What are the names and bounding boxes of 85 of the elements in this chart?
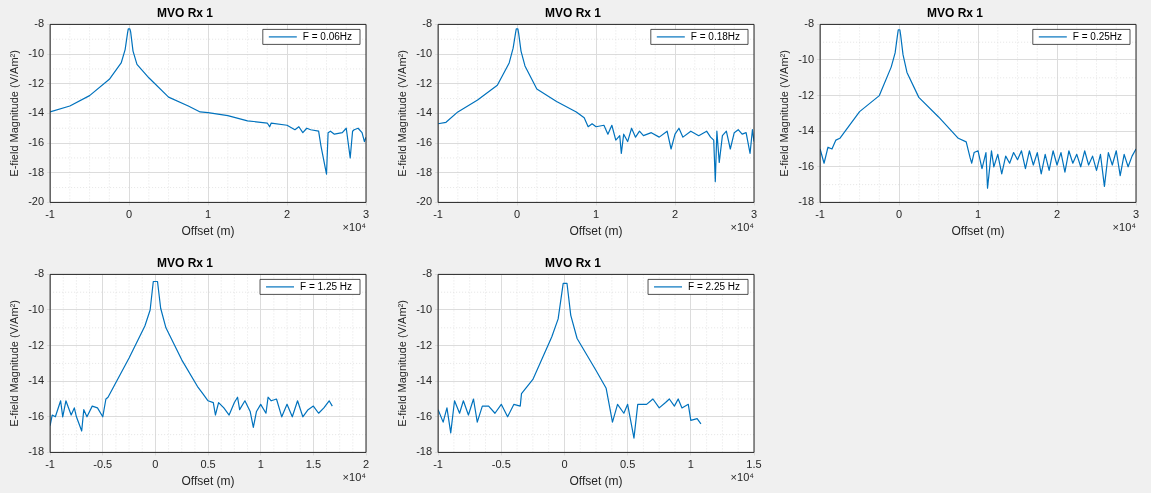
text: ×10⁴ <box>730 220 755 233</box>
y-tick-label: -16 <box>28 136 45 149</box>
legend-label: F = 2.25 Hz <box>688 281 740 293</box>
y-tick-label: -16 <box>416 136 433 149</box>
x-tick-label: 2 <box>671 208 679 221</box>
x-tick-label: 0 <box>896 208 903 221</box>
y-tick-label: -20 <box>28 195 45 208</box>
y-tick-label: -10 <box>416 47 433 60</box>
y-tick-label: -12 <box>416 338 433 351</box>
x-tick-label: 0 <box>514 208 521 221</box>
y-tick-label: -10 <box>798 53 815 66</box>
x-axis-title: Offset (m) <box>569 474 623 489</box>
chart-title: MVO Rx 1 <box>544 5 602 20</box>
x-tick-label: 1.5 <box>305 458 321 471</box>
text: ×10⁴ <box>342 470 367 483</box>
x-tick-label: 1 <box>974 208 982 221</box>
x-tick-label: -0.5 <box>93 458 113 471</box>
text: ×10⁴ <box>342 220 367 233</box>
y-tick-label: -8 <box>34 267 45 280</box>
y-tick-label: -14 <box>416 374 433 387</box>
legend-label: F = 0.06Hz <box>302 31 353 43</box>
legend-label: F = 0.18Hz <box>690 31 741 43</box>
x-tick-label: 2 <box>362 458 370 471</box>
x-tick-label: -1 <box>815 208 825 221</box>
y-tick-label: -18 <box>28 445 45 458</box>
y-tick-label: -8 <box>804 17 815 30</box>
legend-label: F = 0.25Hz <box>1072 31 1123 43</box>
y-tick-label: -14 <box>28 374 45 387</box>
y-tick-label: -16 <box>798 159 815 172</box>
y-tick-label: -10 <box>28 47 45 60</box>
y-tick-label: -8 <box>422 17 433 30</box>
y-axis-title: E-field Magnitude (V/Am²) <box>395 50 408 177</box>
y-tick-label: -16 <box>28 409 45 422</box>
y-tick-label: -10 <box>416 303 433 316</box>
y-axis-title: E-field Magnitude (V/Am²) <box>395 300 408 427</box>
x-axis-title: Offset (m) <box>181 474 235 489</box>
x-tick-label: 1 <box>257 458 264 471</box>
y-axis-title: E-field Magnitude (V/Am²) <box>777 50 790 177</box>
chart-title: MVO Rx 1 <box>156 255 214 270</box>
y-tick-label: -20 <box>416 195 433 208</box>
x-tick-label: 0.5 <box>200 458 216 471</box>
y-tick-label: -18 <box>416 165 433 178</box>
x-axis-title: Offset (m) <box>181 224 235 239</box>
x-tick-label: 3 <box>750 208 758 221</box>
x-tick-label: 3 <box>362 208 370 221</box>
y-tick-label: -12 <box>798 88 815 101</box>
chart-title: MVO Rx 1 <box>156 5 214 20</box>
x-tick-label: 3 <box>1132 208 1140 221</box>
x-tick-label: -1 <box>45 458 55 471</box>
y-tick-label: -8 <box>422 267 433 280</box>
y-tick-label: -10 <box>28 303 45 316</box>
y-tick-label: -12 <box>28 76 45 89</box>
x-tick-label: 1.5 <box>746 458 762 471</box>
x-tick-label: 1 <box>687 458 694 471</box>
x-tick-label: 1 <box>204 208 212 221</box>
y-tick-label: -12 <box>28 338 45 351</box>
chart-title: MVO Rx 1 <box>926 5 984 20</box>
legend-label: F = 1.25 Hz <box>300 281 352 293</box>
y-tick-label: -8 <box>34 17 45 30</box>
text: ×10⁴ <box>1112 220 1137 233</box>
x-tick-label: 0 <box>561 458 568 471</box>
y-tick-label: -12 <box>416 76 433 89</box>
y-tick-label: -16 <box>416 409 433 422</box>
x-axis-title: Offset (m) <box>569 224 623 239</box>
y-tick-label: -14 <box>416 106 433 119</box>
x-tick-label: 0 <box>126 208 133 221</box>
x-tick-label: -1 <box>433 208 443 221</box>
y-tick-label: -14 <box>798 124 815 137</box>
x-tick-label: 2 <box>283 208 291 221</box>
x-tick-label: -0.5 <box>491 458 511 471</box>
y-tick-label: -14 <box>28 106 45 119</box>
y-tick-label: -18 <box>28 165 45 178</box>
x-axis-title: Offset (m) <box>951 224 1005 239</box>
x-tick-label: 0.5 <box>619 458 636 471</box>
x-tick-label: 0 <box>152 458 159 471</box>
x-tick-label: 1 <box>592 208 600 221</box>
x-tick-label: 2 <box>1053 208 1061 221</box>
y-tick-label: -18 <box>416 445 433 458</box>
y-tick-label: -18 <box>798 195 815 208</box>
x-tick-label: -1 <box>45 208 55 221</box>
y-axis-title: E-field Magnitude (V/Am²) <box>7 50 20 177</box>
chart-title: MVO Rx 1 <box>544 255 602 270</box>
text: ×10⁴ <box>730 470 755 483</box>
y-axis-title: E-field Magnitude (V/Am²) <box>7 300 20 427</box>
x-tick-label: -1 <box>433 458 443 471</box>
